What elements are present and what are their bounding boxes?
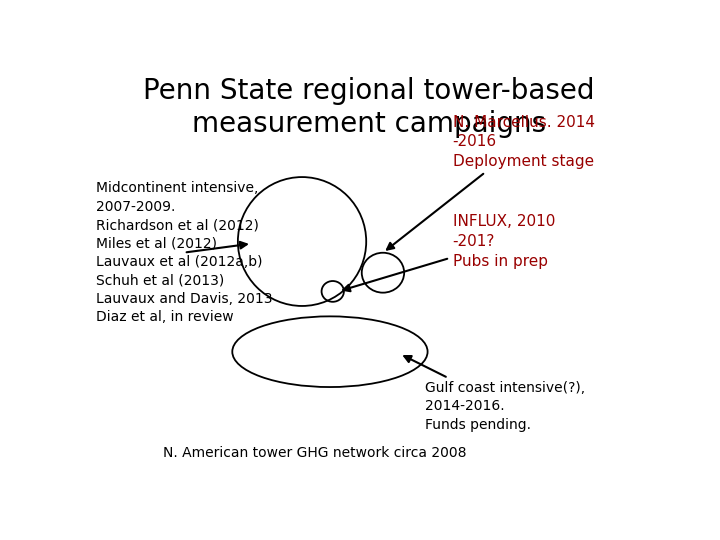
Text: Midcontinent intensive,
2007-2009.
Richardson et al (2012)
Miles et al (2012)
La: Midcontinent intensive, 2007-2009. Richa… xyxy=(96,181,272,324)
Text: INFLUX, 2010
-201?
Pubs in prep: INFLUX, 2010 -201? Pubs in prep xyxy=(343,214,555,291)
Text: Penn State regional tower-based
measurement campaigns: Penn State regional tower-based measurem… xyxy=(143,77,595,138)
Text: N. Marcellus. 2014
-2016
Deployment stage: N. Marcellus. 2014 -2016 Deployment stag… xyxy=(387,114,595,249)
Text: N. American tower GHG network circa 2008: N. American tower GHG network circa 2008 xyxy=(163,446,466,460)
Text: Gulf coast intensive(?),
2014-2016.
Funds pending.: Gulf coast intensive(?), 2014-2016. Fund… xyxy=(404,356,585,431)
